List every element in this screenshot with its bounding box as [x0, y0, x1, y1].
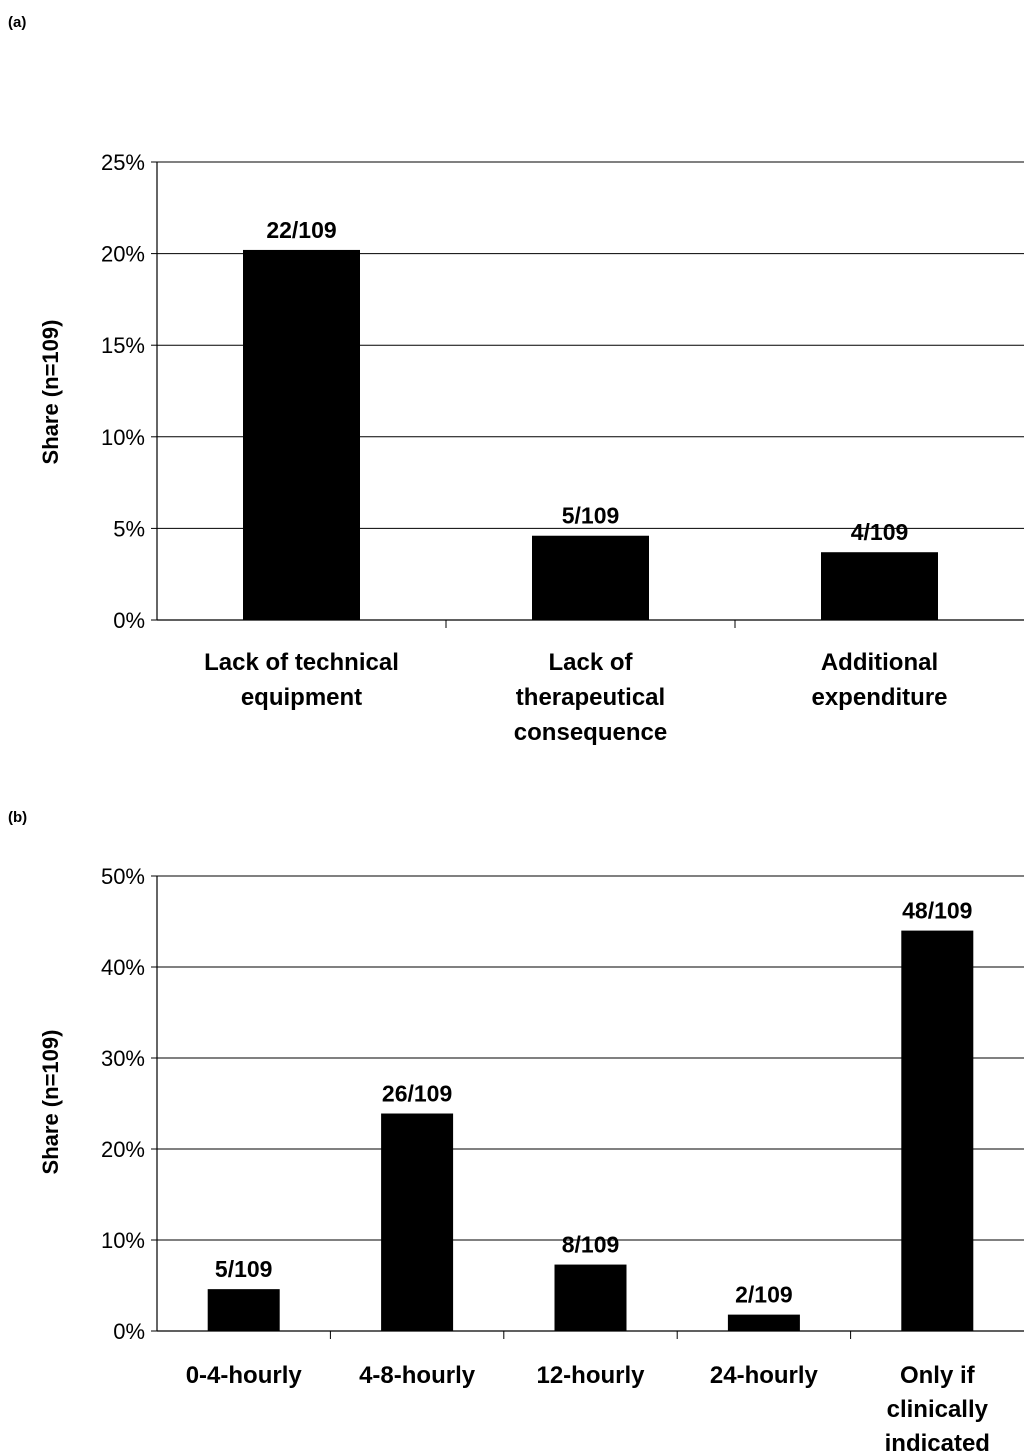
y-tick-label: 30% [101, 1046, 145, 1071]
category-label: 12-hourly [536, 1362, 645, 1389]
category-label: 4-8-hourly [359, 1362, 476, 1389]
y-tick-label: 25% [101, 150, 145, 175]
y-tick-label: 10% [101, 425, 145, 450]
panel-b-label: (b) [8, 809, 27, 826]
panel-a-category-labels: Lack of technical equipment Lack of therape… [204, 649, 947, 746]
panel-a-data-labels: 22/109 5/109 4/109 [266, 217, 908, 545]
bar [532, 535, 649, 620]
bar [243, 249, 360, 620]
data-label: 8/109 [562, 1232, 620, 1258]
y-tick-label: 15% [101, 333, 145, 358]
panel-a-y-axis-label: Share (n=109) [38, 320, 63, 465]
data-label: 48/109 [902, 898, 972, 924]
panel-b-category-labels: 0-4-hourly 4-8-hourly 12-hourly 24-hourly On… [186, 1362, 990, 1456]
panel-a-label: (a) [8, 14, 26, 31]
panel-b: (b) Share (n=109) 0% 10% 20% 30% 40% 50% 5/10… [8, 809, 1024, 1456]
y-tick-label: 50% [101, 864, 145, 889]
panel-b-gridlines [157, 875, 1024, 1241]
data-label: 22/109 [266, 217, 336, 243]
bar [381, 1113, 454, 1331]
data-label: 26/109 [382, 1081, 452, 1107]
panel-b-y-ticks: 0% 10% 20% 30% 40% 50% [101, 864, 157, 1344]
y-tick-label: 20% [101, 242, 145, 267]
panel-b-data-labels: 5/109 26/109 8/109 2/109 48/109 [215, 898, 973, 1308]
data-label: 2/109 [735, 1282, 793, 1308]
bar [207, 1289, 280, 1331]
category-label: Lack of therapeutical consequence [514, 649, 667, 746]
bar [901, 930, 974, 1331]
panel-a-bars [243, 249, 938, 620]
data-label: 5/109 [562, 503, 620, 529]
y-tick-label: 0% [113, 1319, 145, 1344]
panel-a-y-ticks: 0% 5% 10% 15% 20% 25% [101, 150, 157, 633]
category-label: Additional expenditure [811, 649, 947, 711]
panel-b-bars [207, 930, 974, 1331]
panel-a-axes [156, 162, 1024, 628]
panel-b-y-axis-label: Share (n=109) [38, 1030, 63, 1175]
bar [727, 1314, 800, 1331]
category-label: Lack of technical equipment [204, 649, 399, 711]
category-label: 0-4-hourly [186, 1362, 303, 1389]
y-tick-label: 10% [101, 1228, 145, 1253]
category-label: 24-hourly [710, 1362, 819, 1389]
bar [554, 1264, 627, 1331]
y-tick-label: 5% [113, 516, 145, 541]
y-tick-label: 20% [101, 1137, 145, 1162]
y-tick-label: 0% [113, 608, 145, 633]
data-label: 4/109 [851, 519, 909, 545]
data-label: 5/109 [215, 1256, 273, 1282]
y-tick-label: 40% [101, 955, 145, 980]
category-label: Only if clinically indicated [885, 1362, 990, 1456]
bar [821, 552, 938, 620]
panel-b-axes [156, 876, 1024, 1339]
panel-a: (a) Share (n=109) 0% 5% 10% 15% 20% 25% 22/10… [8, 14, 1024, 746]
